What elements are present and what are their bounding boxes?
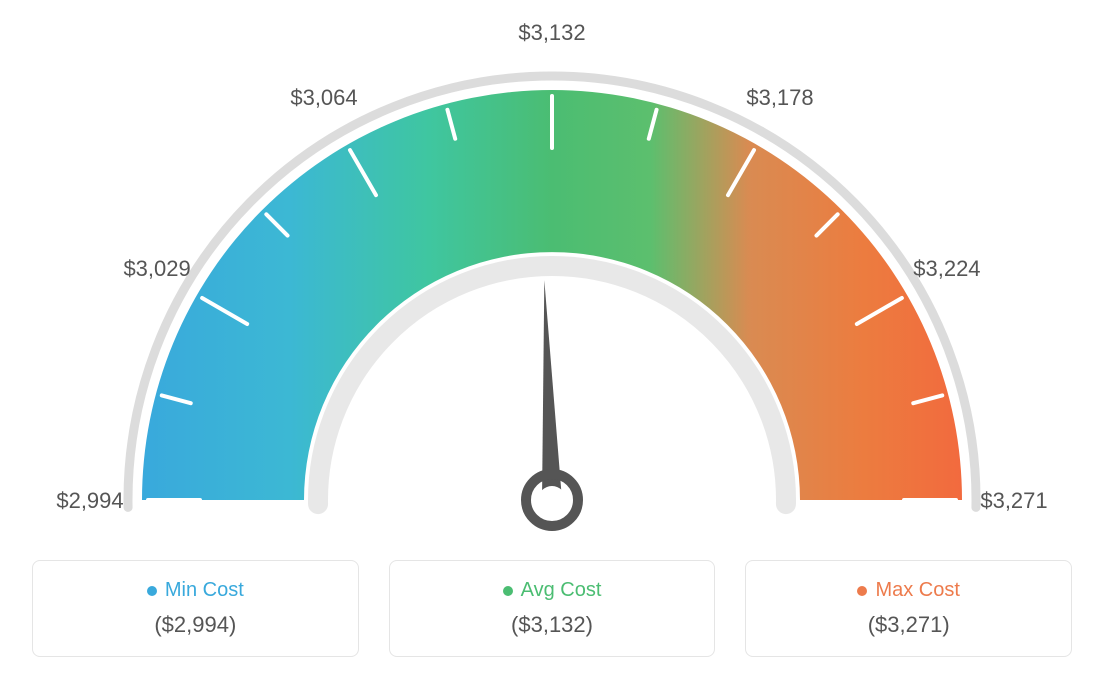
gauge-svg: $2,994 $3,029 $3,064 $3,132 $3,178 $3,224 $3,2… bbox=[22, 20, 1082, 540]
svg-text:$3,224: $3,224 bbox=[913, 256, 980, 281]
legend-card-avg: Avg Cost ($3,132) bbox=[389, 560, 716, 657]
legend-value-avg: ($3,132) bbox=[406, 612, 699, 638]
svg-text:$3,132: $3,132 bbox=[518, 20, 585, 45]
legend-dot-avg bbox=[503, 586, 513, 596]
legend-card-max: Max Cost ($3,271) bbox=[745, 560, 1072, 657]
legend-card-min: Min Cost ($2,994) bbox=[32, 560, 359, 657]
legend-label-avg: Avg Cost bbox=[503, 579, 602, 602]
legend-dot-max bbox=[857, 586, 867, 596]
legend-row: Min Cost ($2,994) Avg Cost ($3,132) Max … bbox=[32, 560, 1072, 657]
svg-text:$3,064: $3,064 bbox=[290, 85, 357, 110]
legend-text-min: Min Cost bbox=[165, 579, 244, 602]
svg-text:$2,994: $2,994 bbox=[56, 488, 123, 513]
svg-text:$3,178: $3,178 bbox=[746, 85, 813, 110]
gauge-svg-container: $2,994 $3,029 $3,064 $3,132 $3,178 $3,224 $3,2… bbox=[22, 20, 1082, 540]
legend-value-max: ($3,271) bbox=[762, 612, 1055, 638]
legend-text-max: Max Cost bbox=[875, 579, 959, 602]
legend-text-avg: Avg Cost bbox=[521, 579, 602, 602]
cost-gauge-chart: $2,994 $3,029 $3,064 $3,132 $3,178 $3,224 $3,2… bbox=[20, 20, 1084, 657]
legend-value-min: ($2,994) bbox=[49, 612, 342, 638]
legend-label-max: Max Cost bbox=[857, 579, 959, 602]
legend-label-min: Min Cost bbox=[147, 579, 244, 602]
legend-dot-min bbox=[147, 586, 157, 596]
svg-text:$3,271: $3,271 bbox=[980, 488, 1047, 513]
svg-text:$3,029: $3,029 bbox=[123, 256, 190, 281]
